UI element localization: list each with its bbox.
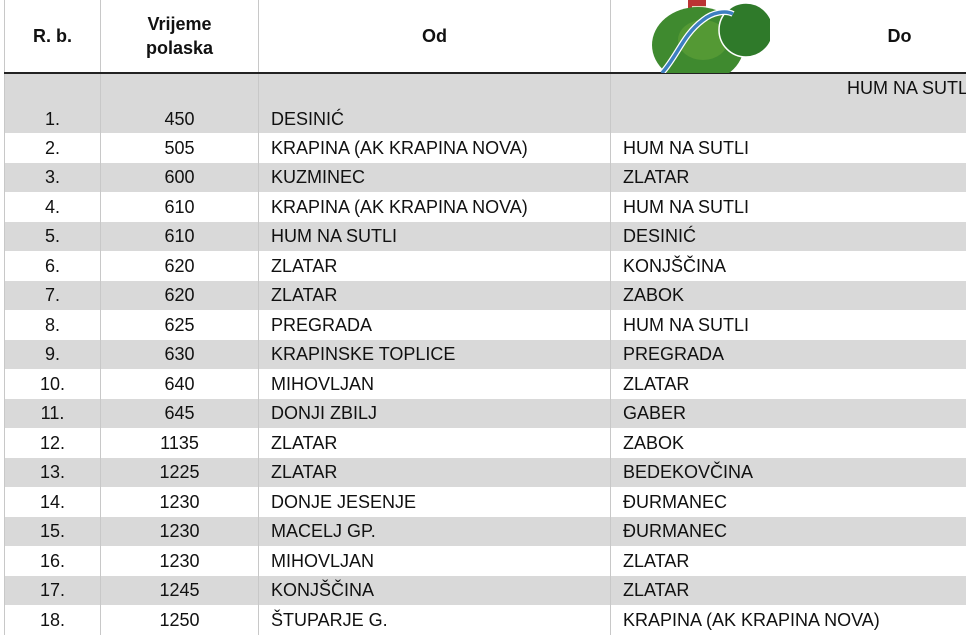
cell-od: ZLATAR (259, 251, 611, 281)
watercolor-hills-logo (648, 0, 770, 73)
cell-do: ZLATAR (611, 163, 966, 193)
cell-od: ŠTUPARJE G. (259, 605, 611, 635)
cell-od: KRAPINA (AK KRAPINA NOVA) (259, 133, 611, 163)
cell-do: ZLATAR (611, 576, 966, 606)
cell-od: KUZMINEC (259, 163, 611, 193)
cell-rb: 4. (5, 192, 101, 222)
cell-od: DONJE JESENJE (259, 487, 611, 517)
cell-time: 1250 (101, 605, 259, 635)
cell-od: ZLATAR (259, 458, 611, 488)
cell-od: KRAPINA (AK KRAPINA NOVA) (259, 192, 611, 222)
cell-rb: 16. (5, 546, 101, 576)
cell-od: DESINIĆ (259, 73, 611, 133)
cell-od: MIHOVLJAN (259, 546, 611, 576)
cell-time: 505 (101, 133, 259, 163)
cell-do: GABER (611, 399, 966, 429)
header-vrijeme-label: Vrijeme polaska (146, 14, 213, 58)
cell-do: KRAPINA (AK KRAPINA NOVA) (611, 605, 966, 635)
cell-od: KRAPINSKE TOPLICE (259, 340, 611, 370)
cell-do: ZLATAR (611, 369, 966, 399)
header-rb: R. b. (5, 0, 101, 73)
cell-od: MACELJ GP. (259, 517, 611, 547)
header-row: R. b. Vrijeme polaska Od (5, 0, 966, 73)
cell-rb: 6. (5, 251, 101, 281)
cell-time: 620 (101, 281, 259, 311)
cell-time: 1135 (101, 428, 259, 458)
cell-do: BEDEKOVČINA (611, 458, 966, 488)
cell-do: HUM NA SUTLI (611, 192, 966, 222)
cell-time: 630 (101, 340, 259, 370)
cell-time: 1230 (101, 517, 259, 547)
cell-od: DONJI ZBILJ (259, 399, 611, 429)
cell-time: 600 (101, 163, 259, 193)
cell-rb: 12. (5, 428, 101, 458)
cell-do: ZABOK (611, 428, 966, 458)
cell-do: ĐURMANEC (611, 517, 966, 547)
cell-do: PREGRADA (611, 340, 966, 370)
header-do: Do (833, 0, 966, 72)
cell-od: KONJŠČINA (259, 576, 611, 606)
cell-rb: 15. (5, 517, 101, 547)
cell-time: 645 (101, 399, 259, 429)
cell-time: 640 (101, 369, 259, 399)
cell-od: ZLATAR (259, 428, 611, 458)
cell-rb: 8. (5, 310, 101, 340)
cell-od: MIHOVLJAN (259, 369, 611, 399)
cell-rb: 3. (5, 163, 101, 193)
cell-rb: 2. (5, 133, 101, 163)
cell-rb: 10. (5, 369, 101, 399)
cell-rb: 7. (5, 281, 101, 311)
cell-od: HUM NA SUTLI (259, 222, 611, 252)
cell-od: ZLATAR (259, 281, 611, 311)
cell-rb: 9. (5, 340, 101, 370)
cell-time: 1225 (101, 458, 259, 488)
cell-time: 625 (101, 310, 259, 340)
cell-rb: 1. (5, 73, 101, 133)
cell-time: 450 (101, 73, 259, 133)
cell-do: DESINIĆ (611, 222, 966, 252)
header-vrijeme: Vrijeme polaska (101, 0, 259, 73)
cell-time: 610 (101, 192, 259, 222)
cell-do: ĐURMANEC (611, 487, 966, 517)
cell-do: ZABOK (611, 281, 966, 311)
cell-do: HUM NA SUTLI (611, 133, 966, 163)
cell-rb: 5. (5, 222, 101, 252)
cell-do: KONJŠČINA (611, 251, 966, 281)
cell-rb: 18. (5, 605, 101, 635)
cell-time: 620 (101, 251, 259, 281)
header-od: Od (259, 0, 611, 73)
cell-rb: 14. (5, 487, 101, 517)
cell-rb: 13. (5, 458, 101, 488)
cell-od: PREGRADA (259, 310, 611, 340)
cell-do: HUM NA SUTLI (611, 310, 966, 340)
cell-time: 1230 (101, 487, 259, 517)
cell-time: 1245 (101, 576, 259, 606)
cell-do: HUM NA SUTLI (611, 73, 966, 133)
cell-time: 1230 (101, 546, 259, 576)
cell-rb: 17. (5, 576, 101, 606)
cell-do: ZLATAR (611, 546, 966, 576)
cell-time: 610 (101, 222, 259, 252)
cell-rb: 11. (5, 399, 101, 429)
